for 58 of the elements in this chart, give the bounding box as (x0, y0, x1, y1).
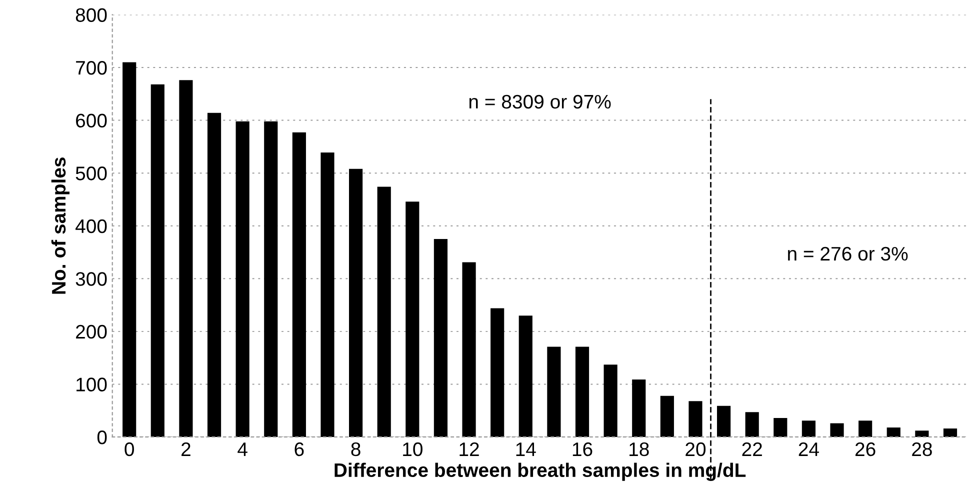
y-tick-label: 700 (76, 60, 107, 75)
bar (575, 346, 590, 437)
bar (462, 262, 476, 437)
bar (604, 364, 618, 437)
bar (434, 239, 448, 437)
bar (264, 121, 278, 437)
bar (774, 418, 788, 437)
y-tick-label: 500 (76, 166, 107, 180)
y-tick-label: 200 (76, 324, 107, 339)
x-tick-label: 14 (516, 442, 536, 456)
bar (830, 423, 844, 437)
bar (518, 316, 532, 437)
x-tick-label: 10 (403, 442, 422, 456)
x-tick-label: 16 (572, 442, 592, 456)
annotation: n = 8309 or 97% (469, 94, 611, 109)
y-tick-label: 600 (76, 114, 107, 128)
bar (632, 379, 646, 437)
x-tick-label: 26 (855, 442, 876, 456)
x-tick-label: 12 (460, 442, 479, 456)
x-tick-label: 28 (912, 442, 932, 456)
y-tick-label: 300 (76, 272, 107, 286)
bar (320, 152, 334, 437)
y-tick-label: 0 (97, 430, 107, 444)
bar (150, 84, 164, 437)
x-tick-label: 22 (742, 442, 762, 456)
x-tick-label: 4 (238, 442, 248, 456)
bar (547, 346, 561, 437)
y-tick-label: 800 (76, 8, 107, 22)
x-tick-label: 2 (182, 442, 190, 456)
bar (915, 430, 929, 437)
bar (406, 202, 420, 437)
annotation: n = 276 or 3% (788, 246, 908, 261)
x-tick-label: 20 (686, 442, 706, 456)
bar (858, 420, 872, 437)
x-tick-label: 8 (351, 442, 360, 456)
bar (943, 428, 958, 437)
y-tick-label: 100 (76, 378, 107, 392)
bar (745, 412, 759, 437)
bar (688, 401, 702, 437)
bar (349, 168, 363, 437)
y-tick-label: 400 (76, 219, 107, 234)
x-tick-label: 24 (798, 442, 819, 456)
x-tick-label: 0 (124, 442, 134, 456)
bar (207, 112, 222, 437)
y-axis-title: No. of samples (51, 158, 70, 294)
bar (122, 62, 136, 437)
bar (292, 132, 306, 437)
bar (802, 420, 816, 437)
bar (179, 80, 193, 437)
x-axis-title: Difference between breath samples in mg/dL (334, 462, 746, 481)
x-tick-label: 6 (294, 442, 304, 456)
bar (236, 121, 250, 437)
bar (886, 427, 900, 437)
bar (490, 308, 504, 437)
bar (660, 396, 674, 437)
x-tick-label: 18 (630, 442, 649, 456)
bar (377, 186, 391, 437)
bar (716, 406, 731, 437)
